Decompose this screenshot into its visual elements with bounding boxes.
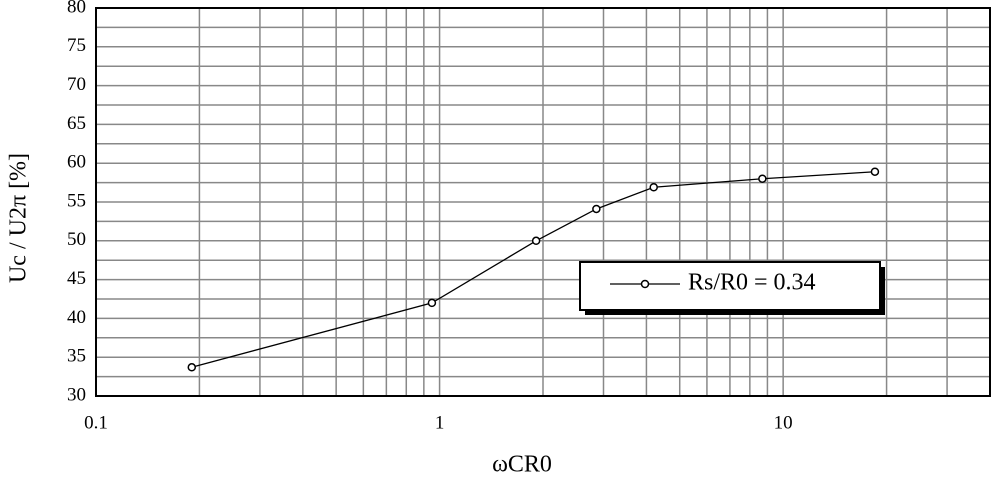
y-tick-label: 65 — [67, 113, 86, 134]
y-axis-label: Uc / U2π [%] — [6, 153, 32, 283]
y-tick-label: 75 — [67, 35, 86, 56]
y-tick-label: 40 — [67, 307, 86, 328]
x-tick-label: 1 — [435, 412, 445, 433]
plot-frame — [95, 7, 991, 397]
x-axis-label: ωCR0 — [492, 452, 552, 478]
data-point — [758, 174, 767, 183]
data-point — [531, 236, 541, 246]
data-point — [649, 183, 658, 192]
y-tick-label: 70 — [67, 74, 86, 95]
x-tick-label: 0.1 — [84, 412, 108, 433]
legend-marker — [640, 279, 650, 289]
data-point — [592, 204, 601, 214]
y-tick-label: 55 — [67, 190, 86, 211]
y-tick-label: 50 — [67, 229, 86, 250]
y-tick-label: 30 — [67, 384, 86, 405]
legend-label: Rs/R0 = 0.34 — [688, 270, 816, 296]
data-point — [870, 167, 880, 176]
y-tick-label: 60 — [67, 152, 86, 173]
data-point — [427, 298, 437, 308]
x-tick-label: 10 — [774, 412, 793, 433]
y-tick-label: 80 — [67, 0, 86, 17]
data-point — [187, 363, 197, 372]
y-tick-label: 35 — [67, 346, 86, 367]
y-tick-label: 45 — [67, 268, 86, 289]
legend-box — [579, 261, 881, 311]
